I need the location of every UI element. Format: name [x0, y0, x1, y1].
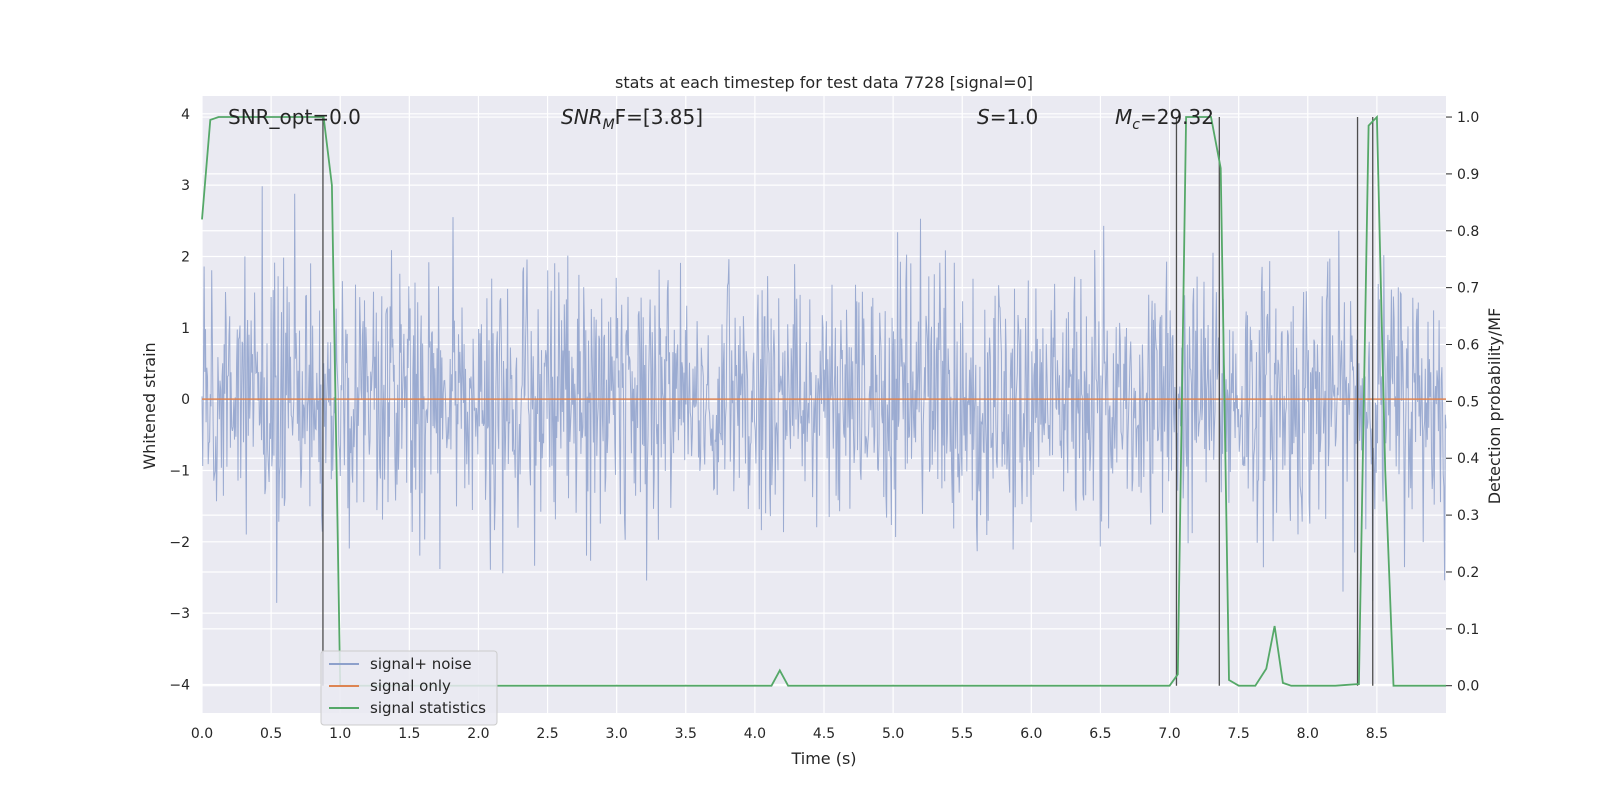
x-tick-label: 6.5: [1089, 726, 1111, 742]
vertical-markers: [322, 117, 1374, 686]
x-tick-label: 4.5: [813, 726, 835, 742]
y-right-tick-label: 0.9: [1457, 167, 1479, 183]
annotation-snr-mf-tail: F=[3.85]: [615, 105, 703, 129]
y-left-tick-label: 0: [181, 392, 190, 408]
y-right-tick-label: 0.1: [1457, 622, 1479, 638]
legend-label-signal-statistics: signal statistics: [370, 699, 486, 717]
annotation-snr-mf-sub: M: [603, 117, 615, 133]
y-right-tick-label: 0.8: [1457, 224, 1479, 240]
x-tick-label: 6.0: [1020, 726, 1042, 742]
y-right-tick-label: 0.2: [1457, 565, 1479, 581]
annotation-mc: Mc=29.32: [1115, 105, 1214, 133]
x-tick-label: 8.0: [1297, 726, 1319, 742]
y-left-tick-label: 4: [181, 107, 190, 123]
y-right-tick-label: 0.0: [1457, 679, 1479, 695]
y-axis-right-label: Detection probability/MF: [1485, 308, 1504, 505]
x-tick-label: 3.5: [675, 726, 697, 742]
y-right-tick-label: 0.5: [1457, 394, 1479, 410]
x-tick-label: 1.0: [329, 726, 351, 742]
y-right-tick-label: 0.4: [1457, 451, 1479, 467]
x-tick-label: 2.5: [536, 726, 558, 742]
y-left-tick-label: −1: [169, 463, 190, 479]
legend-label-signal-noise: signal+ noise: [370, 655, 472, 673]
y-axis-right-ticks: 0.0 0.1 0.2 0.3 0.4 0.5 0.6 0.7 0.8 0.9 1.0: [1446, 110, 1479, 695]
annotation-mc-value: =29.32: [1140, 105, 1214, 129]
legend: signal+ noise signal only signal statist…: [320, 650, 498, 726]
y-left-tick-label: 1: [181, 321, 190, 337]
annotation-mc-sub: c: [1132, 117, 1140, 133]
annotation-snr-mf: SNRMF=[3.85]: [561, 105, 703, 133]
annotation-snr-opt: SNR_opt=0.0: [228, 105, 361, 129]
signal-statistics-line: [201, 114, 1446, 687]
y-axis-left-label: Whitened strain: [140, 342, 159, 469]
x-tick-label: 5.5: [951, 726, 973, 742]
x-tick-label: 0.5: [260, 726, 282, 742]
signal-noise-line: [201, 186, 1447, 603]
x-tick-label: 3.0: [606, 726, 628, 742]
x-axis-label: Time (s): [790, 749, 856, 768]
y-left-tick-label: −2: [169, 535, 190, 551]
x-tick-label: 5.0: [882, 726, 904, 742]
y-right-tick-label: 0.7: [1457, 281, 1479, 297]
x-axis-ticks: 0.0 0.5 1.0 1.5 2.0 2.5 3.0 3.5 4.0 4.5 5.0 5.5 6.0 6…: [191, 726, 1388, 742]
y-right-tick-label: 0.3: [1457, 508, 1479, 524]
x-tick-label: 4.0: [744, 726, 766, 742]
chart-title: stats at each timestep for test data 772…: [615, 73, 1033, 92]
legend-label-signal-only: signal only: [370, 677, 451, 695]
annotation-s: S=1.0: [977, 105, 1038, 129]
x-tick-label: 7.0: [1158, 726, 1180, 742]
x-tick-label: 2.0: [467, 726, 489, 742]
legend-box: [320, 650, 498, 726]
y-left-tick-label: −4: [169, 677, 190, 693]
y-left-tick-label: 2: [181, 249, 190, 265]
y-left-tick-label: −3: [169, 606, 190, 622]
y-left-tick-label: 3: [181, 178, 190, 194]
y-axis-left-ticks: −4 −3 −2 −1 0 1 2 3 4: [169, 107, 190, 694]
annotation-mc-main: M: [1115, 105, 1132, 129]
x-tick-label: 7.5: [1228, 726, 1250, 742]
x-tick-label: 8.5: [1366, 726, 1388, 742]
annotation-s-main: S: [977, 105, 990, 129]
y-right-tick-label: 1.0: [1457, 110, 1479, 126]
annotation-snr-mf-main: SNR: [561, 105, 603, 129]
x-tick-label: 0.0: [191, 726, 213, 742]
series-signal-noise: [201, 186, 1447, 603]
annotation-s-value: =1.0: [990, 105, 1039, 129]
x-tick-label: 1.5: [398, 726, 420, 742]
y-right-tick-label: 0.6: [1457, 338, 1479, 354]
series-signal-statistics: [201, 114, 1446, 687]
